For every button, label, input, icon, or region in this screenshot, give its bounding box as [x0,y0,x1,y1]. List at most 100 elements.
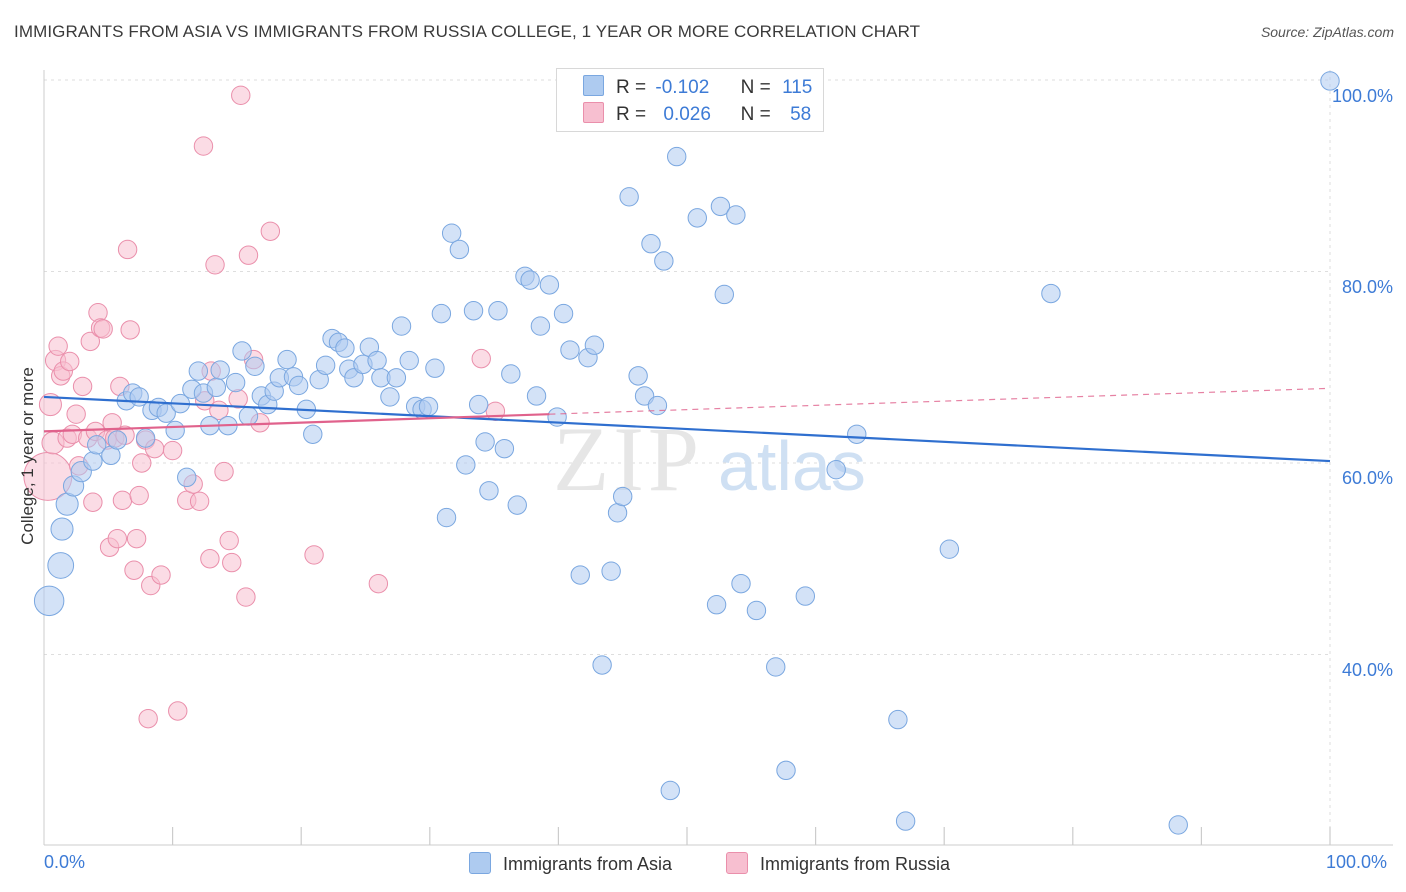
russia-points [23,85,506,729]
y-tick-label: 40.0% [1341,660,1393,680]
asia-point [714,284,734,305]
russia-point [238,245,259,265]
y-tick-label: 80.0% [1341,277,1393,297]
russia-point [193,136,214,156]
asia-point [726,205,746,225]
asia-point [592,655,612,675]
asia-point [776,760,796,781]
asia-point [107,430,128,450]
asia-point [232,341,252,361]
russia-point [124,560,144,580]
asia-point [530,316,551,336]
asia-point [165,420,185,441]
asia-point [225,372,246,393]
asia-n-value: 115 [782,77,813,98]
legend-row-russia: R = 0.026 N = 58 [583,102,811,126]
asia-point [33,585,65,617]
asia-point [83,451,103,471]
y-tick-label: 100.0% [1331,86,1393,106]
russia-point [48,336,68,356]
asia-swatch-icon [583,75,604,96]
russia-trend-line [43,413,550,433]
russia-point [485,401,506,421]
asia-point [507,495,527,515]
russia-point [132,453,152,473]
russia-point [126,528,147,549]
asia-point [380,387,400,407]
asia-point [847,424,867,444]
asia-point [391,316,412,336]
asia-point [526,386,547,406]
y-axis-label: College, 1 year or more [18,367,37,545]
grid-lines [44,70,1331,845]
russia-point [38,393,62,417]
asia-point [641,234,661,254]
asia-point [1320,71,1340,91]
russia-swatch-icon [583,102,604,123]
asia-point [431,303,452,324]
asia-point [1168,815,1188,835]
asia-point [647,395,668,416]
asia-point [553,303,574,324]
asia-legend-icon [469,852,491,874]
russia-point [107,528,128,549]
y-tick-label: 60.0% [1341,468,1393,488]
russia-point [231,85,251,106]
russia-r-value: 0.026 [663,104,711,125]
asia-point [601,561,621,581]
asia-point [277,349,297,370]
asia-r-value: -0.102 [655,77,710,98]
legend-n-label: N = [740,77,771,98]
russia-point [219,530,239,551]
asia-point [245,356,265,376]
watermark: ZIP atlas [553,408,866,510]
asia-point [135,428,156,448]
legend-r-label: R = [616,77,647,98]
asia-point [288,375,309,396]
russia-point [72,376,93,397]
asia-point [619,187,639,207]
chart-title: IMMIGRANTS FROM ASIA VS IMMIGRANTS FROM … [14,22,921,41]
asia-point [746,600,767,621]
russia-point [260,221,281,241]
asia-point [667,146,687,167]
asia-point [520,270,540,290]
asia-point [488,301,508,321]
asia-point [687,208,707,228]
asia-point [501,364,521,384]
asia-point [367,350,387,371]
asia-points [33,71,1340,835]
asia-point [399,350,419,371]
asia-point [188,361,209,381]
asia-point [584,335,605,355]
russia-point [222,552,242,573]
asia-point [210,360,230,380]
asia-point [456,455,476,475]
asia-point [436,507,457,528]
russia-point [60,351,80,372]
russia-point [151,565,171,585]
asia-point [494,438,515,459]
asia-point [710,196,731,217]
russia-point [120,320,140,340]
asia-point [560,340,580,360]
russia-trend-extension [549,387,1331,415]
asia-point [731,573,751,594]
asia-point [463,301,484,321]
asia-point [570,565,590,585]
asia-point [607,503,628,523]
asia-point [303,424,323,444]
russia-point [93,319,113,339]
asia-point [50,517,74,541]
russia-point [189,491,210,511]
asia-point [479,481,499,501]
asia-point [449,239,470,260]
russia-point [200,549,220,569]
asia-trend-line [43,395,1331,463]
asia-point [468,394,489,415]
asia-point [826,460,846,480]
trend-lines [43,387,1331,463]
bottom-legend-asia-label: Immigrants from Asia [503,854,673,874]
russia-point [368,573,389,594]
russia-legend-icon [726,852,748,874]
